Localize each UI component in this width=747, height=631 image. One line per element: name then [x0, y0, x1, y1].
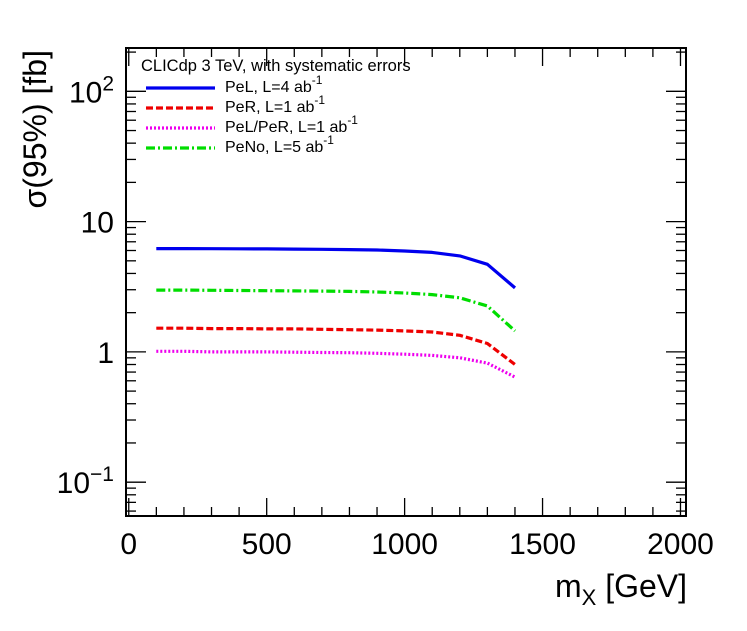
series-line-0: [156, 247, 517, 290]
legend-label-0: PeL, L=4 ab-1: [225, 73, 323, 96]
legend-label-superscript: -1: [312, 73, 323, 87]
x-tick-label: 1000: [371, 528, 438, 561]
plot-frame: [125, 47, 687, 517]
y-tick-label-base: 1: [97, 337, 114, 370]
x-axis-title-unit: [GeV]: [596, 568, 687, 604]
y-tick-label-exponent: 2: [102, 72, 114, 95]
legend-label-superscript: -1: [314, 93, 325, 107]
y-tick-label-base: 10: [69, 76, 102, 109]
x-tick-label: 0: [120, 528, 137, 561]
legend-label-name: PeL/PeR, L=1 ab: [225, 119, 347, 136]
x-tick-label: 1500: [509, 528, 576, 561]
legend-label-name: PeR, L=1 ab: [225, 99, 315, 116]
x-tick-label: 2000: [647, 528, 714, 561]
y-axis-title: σ(95%) [fb]: [17, 50, 53, 208]
legend-label-name: PeNo, L=5 ab: [225, 139, 323, 156]
x-axis-title-main: m: [555, 568, 582, 604]
y-tick-label: 10: [81, 207, 114, 240]
legend: CLICdp 3 TeV, with systematic errors PeL…: [141, 57, 411, 156]
y-tick-label-base: 10: [57, 467, 90, 500]
y-tick-label: 1: [97, 337, 114, 370]
legend-title: CLICdp 3 TeV, with systematic errors: [141, 57, 411, 75]
x-axis-title-subscript: X: [582, 585, 597, 610]
y-tick-label: 10−1: [57, 463, 114, 500]
legend-label-superscript: -1: [347, 113, 358, 127]
x-tick-label: 500: [242, 528, 292, 561]
axis-ticks: [126, 48, 686, 516]
y-tick-label: 102: [69, 72, 114, 109]
legend-label-name: PeL, L=4 ab: [225, 79, 312, 96]
legend-label-superscript: -1: [323, 133, 334, 147]
legend-label-3: PeNo, L=5 ab-1: [225, 133, 334, 156]
series-line-3: [156, 288, 517, 333]
legend-label-2: PeL/PeR, L=1 ab-1: [225, 113, 358, 136]
legend-label-1: PeR, L=1 ab-1: [225, 93, 325, 116]
series-layer: [156, 247, 517, 379]
y-tick-label-exponent: −1: [90, 463, 114, 486]
y-tick-label-base: 10: [81, 207, 114, 240]
x-axis-title: mX [GeV]: [555, 568, 687, 610]
